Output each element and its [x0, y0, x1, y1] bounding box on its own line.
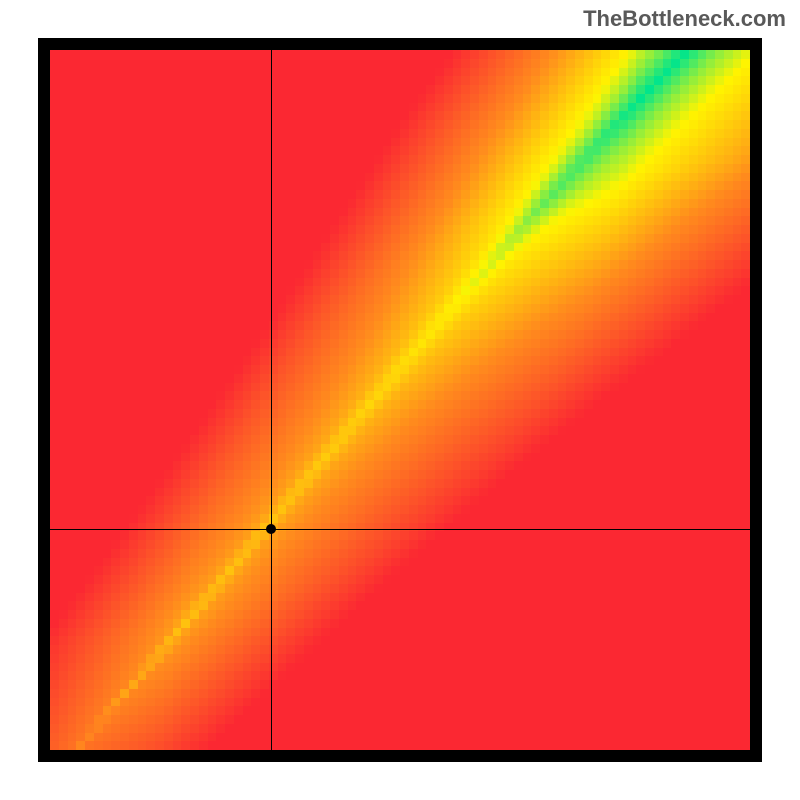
- crosshair-horizontal: [50, 529, 750, 530]
- heatmap-grid: [50, 50, 750, 750]
- crosshair-vertical: [271, 50, 272, 750]
- chart-frame: [38, 38, 762, 762]
- bottleneck-marker: [266, 524, 276, 534]
- attribution-text: TheBottleneck.com: [583, 6, 786, 32]
